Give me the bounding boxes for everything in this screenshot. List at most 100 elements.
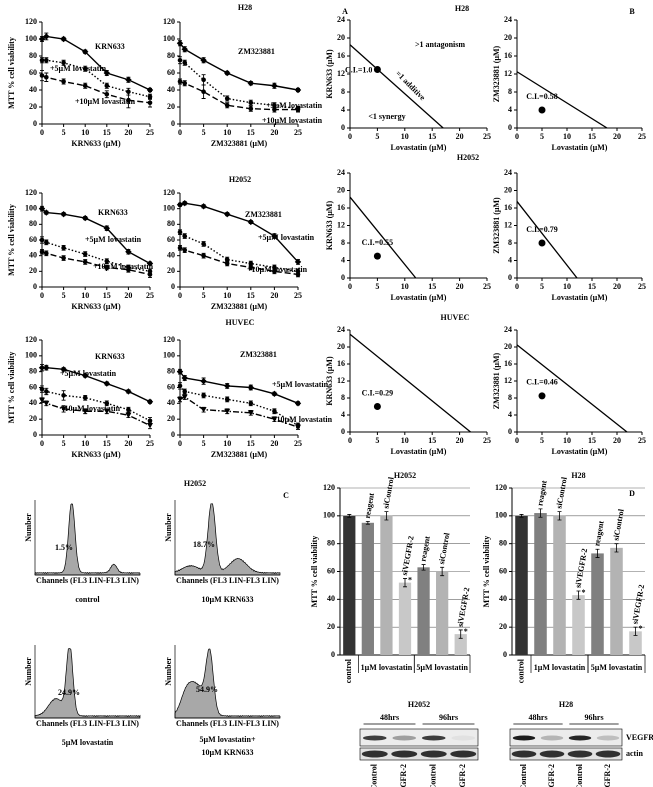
y-tick-label: 0 xyxy=(341,273,345,282)
series-label: +10µM lovastatin xyxy=(262,116,323,125)
point xyxy=(224,96,230,101)
y-tick-label: 60 xyxy=(29,68,37,77)
time-label: 96hrs xyxy=(584,713,603,722)
y-tick-label: 120 xyxy=(163,335,175,344)
y-tick-label: 20 xyxy=(167,414,175,423)
y-tick-label: 0 xyxy=(331,650,335,659)
x-tick-label: 20 xyxy=(124,439,132,448)
band xyxy=(391,750,418,758)
condition-label: 10µM KRN633 xyxy=(202,748,254,757)
bar-label: siVEGFR-2 xyxy=(400,535,416,576)
error-bar xyxy=(440,566,445,577)
y-tick-label: 40 xyxy=(167,398,175,407)
y-tick-label: 40 xyxy=(499,594,507,603)
point xyxy=(104,401,110,406)
point xyxy=(146,260,154,267)
band xyxy=(361,750,388,758)
x-axis-title: ZM323881 (µM) xyxy=(211,302,268,311)
x-tick-label: 5 xyxy=(540,132,544,141)
y-tick-label: 40 xyxy=(29,250,37,259)
x-tick-label: 25 xyxy=(483,282,491,291)
x-axis-title: Channels (FL3 LIN-FL3 LIN) xyxy=(176,576,279,585)
error-bar xyxy=(519,514,524,518)
y-tick-label: 80 xyxy=(327,538,335,547)
point xyxy=(103,69,110,77)
y-tick-label: 120 xyxy=(323,483,335,492)
point xyxy=(104,91,110,97)
series-label: KRN633 xyxy=(95,352,125,361)
percent-label: 24.9% xyxy=(58,688,80,697)
x-tick-label: 0 xyxy=(348,282,352,291)
y-tick-label: 20 xyxy=(327,622,335,631)
point xyxy=(176,40,184,47)
row-label: VEGFR-2 xyxy=(626,733,653,742)
y-tick-label: 16 xyxy=(337,203,345,212)
x-tick-label: 10 xyxy=(223,291,231,300)
x-tick-label: control xyxy=(344,658,353,683)
point xyxy=(38,35,46,43)
y-tick-label: 16 xyxy=(337,359,345,368)
x-tick-label: 5 xyxy=(540,282,544,291)
series-label: +10µM lovastatin xyxy=(75,97,136,106)
y-tick-label: 0 xyxy=(341,123,345,132)
y-tick-label: 8 xyxy=(341,87,345,96)
x-tick-label: 10 xyxy=(81,439,89,448)
x-tick-label: 20 xyxy=(613,132,621,141)
series-label: +10µM lovastatin xyxy=(247,265,308,274)
panel-letter: B xyxy=(629,7,635,16)
point xyxy=(177,383,183,389)
lane-label: siControl xyxy=(429,763,438,787)
point xyxy=(200,57,207,64)
point xyxy=(39,57,45,63)
y-tick-label: 0 xyxy=(508,123,512,132)
y-tick-label: 0 xyxy=(171,119,175,128)
point xyxy=(200,203,207,210)
percent-label: 1.5% xyxy=(55,543,73,552)
series-label: +5µM lovastatin xyxy=(272,380,329,389)
x-tick-label: 0 xyxy=(515,132,519,141)
bar xyxy=(380,515,393,655)
point xyxy=(224,210,231,218)
x-tick-label: 0 xyxy=(348,436,352,445)
point xyxy=(103,225,110,232)
point xyxy=(294,258,302,266)
bar-label: siControl xyxy=(611,508,626,542)
x-tick-label: 10 xyxy=(401,436,409,445)
time-label: 48hrs xyxy=(380,713,399,722)
y-tick-label: 8 xyxy=(341,238,345,247)
series-label: KRN633 xyxy=(95,42,125,51)
point xyxy=(248,106,254,111)
y-axis-title: KRN633 (µM) xyxy=(325,201,334,251)
point xyxy=(224,382,231,390)
y-tick-label: 60 xyxy=(327,566,335,575)
point xyxy=(43,33,50,40)
combination-point xyxy=(538,392,546,400)
band xyxy=(511,750,537,758)
bar xyxy=(553,515,566,655)
point xyxy=(182,247,188,253)
y-axis-title: Number xyxy=(24,513,33,542)
point xyxy=(82,83,88,89)
y-tick-label: 20 xyxy=(29,102,37,111)
chart-title: H28 xyxy=(571,471,585,480)
x-tick-label: 10 xyxy=(223,439,231,448)
y-axis-title: ZM323881 (µM) xyxy=(492,197,501,254)
y-tick-label: 0 xyxy=(508,427,512,436)
bar-label: siControl xyxy=(381,476,396,510)
x-tick-label: 10 xyxy=(81,128,89,137)
combination-point xyxy=(538,106,546,114)
bar-label: reagent xyxy=(363,492,376,519)
point xyxy=(181,394,188,400)
bar xyxy=(591,553,604,655)
x-axis-title: Lovastatin (µM) xyxy=(391,447,447,456)
error-bar xyxy=(633,626,638,636)
y-tick-label: 60 xyxy=(167,235,175,244)
y-axis-title: ZM323881 (µM) xyxy=(492,352,501,409)
point xyxy=(271,416,278,423)
lane-label: siVEGFR-2 xyxy=(458,764,467,787)
x-tick-label: 10 xyxy=(563,132,571,141)
x-tick-label: 5 xyxy=(62,291,66,300)
y-tick-label: 120 xyxy=(25,17,37,26)
y-tick-label: 24 xyxy=(504,168,512,177)
x-tick-label: 25 xyxy=(638,436,646,445)
